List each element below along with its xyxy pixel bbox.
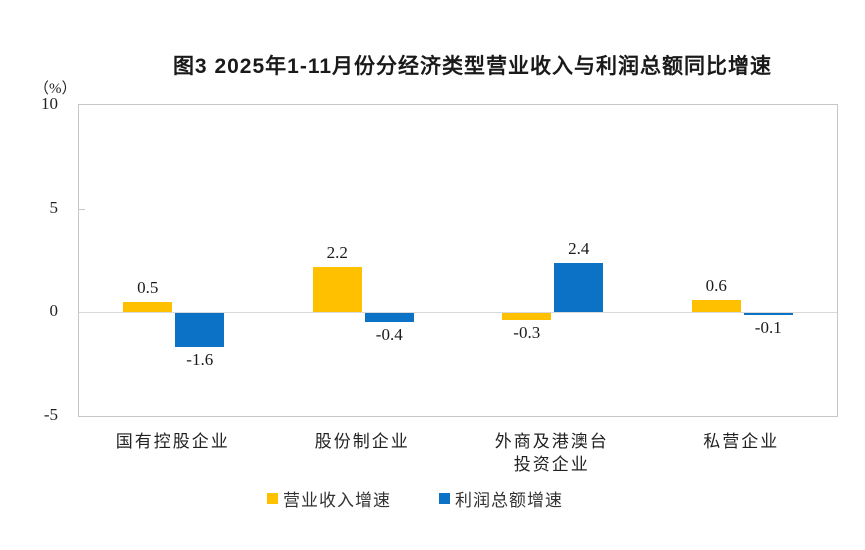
bar-value-label: 2.2 <box>326 242 348 262</box>
bar-value-label: -0.4 <box>375 324 403 344</box>
legend-item: 利润总额增速 <box>439 486 563 511</box>
y-tick-mark <box>79 208 85 210</box>
legend-swatch-icon <box>439 493 450 504</box>
legend-label: 利润总额增速 <box>455 491 563 510</box>
y-tick-label: 0 <box>49 301 59 321</box>
legend-label: 营业收入增速 <box>283 491 391 510</box>
bar-series2-group2 <box>364 313 414 322</box>
bar-value-label: -1.6 <box>186 349 214 369</box>
bar-series2-group1 <box>175 313 225 347</box>
plot-area: 0.5 -1.6 2.2 -0.4 -0.3 2.4 0.6 -0.1 <box>78 104 838 417</box>
bar-series2-group3 <box>554 262 604 313</box>
bar-value-label: 2.4 <box>568 238 590 258</box>
chart-title: 图3 2025年1-11月份分经济类型营业收入与利润总额同比增速 <box>172 55 773 78</box>
category-label: 国有控股企业 <box>115 432 230 451</box>
zero-gridline <box>79 312 837 314</box>
bar-value-label: -0.1 <box>754 318 782 338</box>
category-label: 私营企业 <box>703 432 780 451</box>
y-tick-label: -5 <box>43 405 58 424</box>
chart-legend: 营业收入增速 利润总额增速 <box>0 486 830 511</box>
bar-series1-group1 <box>123 301 173 313</box>
bar-series1-group2 <box>312 266 362 313</box>
legend-item: 营业收入增速 <box>267 486 391 511</box>
category-label: 股份制企业 <box>314 432 410 451</box>
bar-value-label: 0.5 <box>137 277 159 297</box>
bar-value-label: -0.3 <box>513 322 541 342</box>
category-label: 外商及港澳台 投资企业 <box>494 432 609 474</box>
bar-series2-group4 <box>743 313 793 316</box>
bar-value-label: 0.6 <box>705 275 727 295</box>
bar-series1-group4 <box>691 299 741 313</box>
y-tick-label: 5 <box>49 197 59 217</box>
bar-series1-group3 <box>502 313 552 320</box>
y-tick-label: 10 <box>41 94 58 113</box>
legend-swatch-icon <box>267 493 278 504</box>
y-axis-unit-label: （%） <box>34 81 77 97</box>
